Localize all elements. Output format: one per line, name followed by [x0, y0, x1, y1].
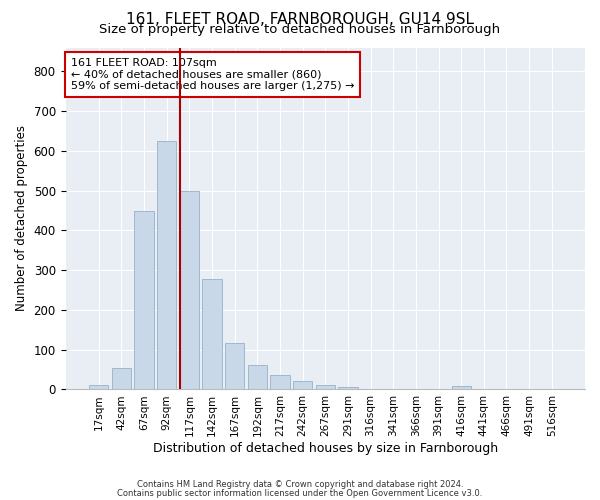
X-axis label: Distribution of detached houses by size in Farnborough: Distribution of detached houses by size … [153, 442, 498, 455]
Bar [89, 384, 109, 390]
Bar [271, 374, 290, 390]
Text: Size of property relative to detached houses in Farnborough: Size of property relative to detached ho… [100, 22, 500, 36]
Bar [134, 210, 154, 390]
Text: Contains public sector information licensed under the Open Government Licence v3: Contains public sector information licen… [118, 488, 482, 498]
Bar [248, 365, 267, 390]
Bar [316, 386, 335, 390]
Bar [112, 368, 131, 390]
Text: Contains HM Land Registry data © Crown copyright and database right 2024.: Contains HM Land Registry data © Crown c… [137, 480, 463, 489]
Bar [157, 141, 176, 390]
Bar [452, 386, 471, 390]
Bar [225, 342, 244, 390]
Text: 161, FLEET ROAD, FARNBOROUGH, GU14 9SL: 161, FLEET ROAD, FARNBOROUGH, GU14 9SL [126, 12, 474, 28]
Bar [338, 386, 358, 390]
Bar [293, 380, 312, 390]
Bar [202, 279, 221, 390]
Bar [180, 190, 199, 390]
Y-axis label: Number of detached properties: Number of detached properties [15, 126, 28, 312]
Text: 161 FLEET ROAD: 107sqm
← 40% of detached houses are smaller (860)
59% of semi-de: 161 FLEET ROAD: 107sqm ← 40% of detached… [71, 58, 354, 91]
